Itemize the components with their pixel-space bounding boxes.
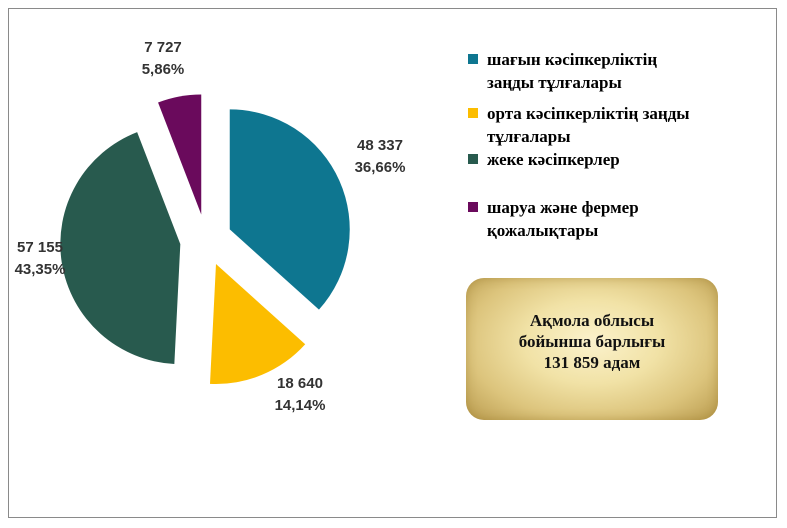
slice-percent-label-individual-entrepreneurs: 43,35%: [15, 261, 66, 278]
slice-percent-label-medium-business: 14,14%: [275, 397, 326, 414]
slice-percent-label-small-business: 36,66%: [355, 159, 406, 176]
slice-value-label-farms: 7 727: [144, 39, 182, 56]
legend-label-small-business: шағын кәсіпкерліктің заңды тұлғалары: [487, 50, 658, 92]
legend-label-individual-entrepreneurs: жеке кәсіпкерлер: [487, 150, 620, 169]
legend-label-medium-business: орта кәсіпкерліктің заңды тұлғалары: [487, 104, 690, 146]
pie-slice-farms: [158, 94, 202, 215]
slice-value-label-medium-business: 18 640: [277, 375, 323, 392]
total-line-region: Ақмола облысы: [529, 311, 655, 330]
pie-slice-medium-business: [209, 264, 306, 385]
total-summary-text: Ақмола облысы бойынша барлығы 131 859 ад…: [466, 310, 718, 373]
pie-slice-individual-entrepreneurs: [60, 132, 181, 364]
total-line-count: 131 859 адам: [543, 353, 641, 372]
legend-swatch-individual-entrepreneurs: [468, 154, 478, 164]
legend-swatch-medium-business: [468, 108, 478, 118]
pie-slice-small-business: [229, 109, 350, 310]
legend-swatch-farms: [468, 202, 478, 212]
slice-percent-label-farms: 5,86%: [142, 61, 185, 78]
slice-value-label-small-business: 48 337: [357, 137, 403, 154]
legend-swatch-small-business: [468, 54, 478, 64]
legend-label-farms: шаруа және фермер қожалықтары: [487, 198, 639, 240]
total-summary-box: Ақмола облысы бойынша барлығы 131 859 ад…: [466, 278, 718, 420]
total-line-caption: бойынша барлығы: [518, 332, 666, 351]
slice-value-label-individual-entrepreneurs: 57 155: [17, 239, 63, 256]
